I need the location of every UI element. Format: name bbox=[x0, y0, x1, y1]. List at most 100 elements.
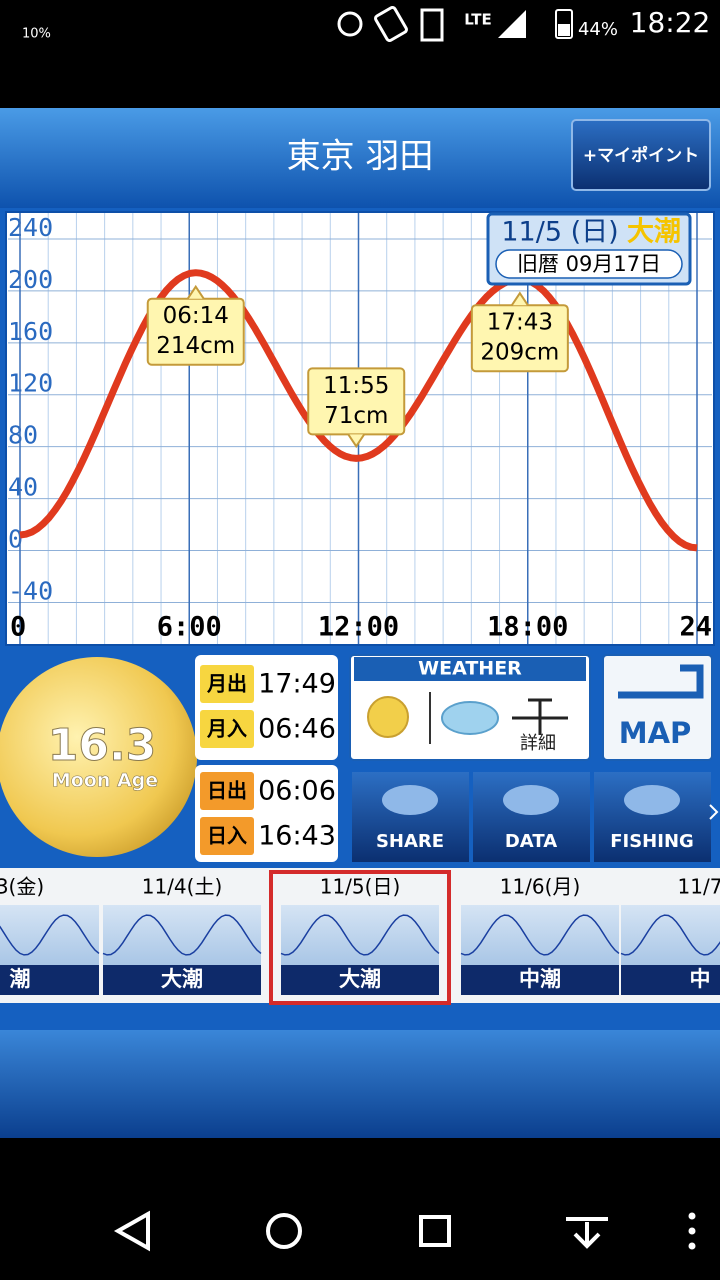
annotation-pointer bbox=[186, 284, 205, 300]
x-tick-label: 6:00 bbox=[157, 612, 222, 643]
action-label: FISHING bbox=[610, 831, 694, 852]
y-tick-label: 120 bbox=[8, 369, 53, 398]
tide-chart: -40 0 40 80 120 160 200 240 0 6:00 12:00 18:00 24 06:… bbox=[8, 213, 712, 644]
action-icon bbox=[382, 785, 438, 815]
annotation-height: 214cm bbox=[156, 333, 235, 359]
weathervane-icon bbox=[512, 698, 568, 735]
day-tide-bar bbox=[461, 965, 619, 995]
y-tick-label: 200 bbox=[8, 265, 53, 294]
network: LTE bbox=[464, 11, 492, 29]
day-date: 3(金) bbox=[0, 875, 44, 899]
status-bar bbox=[0, 0, 720, 108]
y-tick-label: -40 bbox=[8, 576, 53, 605]
cloud-icon bbox=[441, 701, 499, 735]
day-wave bbox=[102, 914, 262, 956]
back-button[interactable] bbox=[113, 1210, 150, 1252]
y-tick-label: 80 bbox=[8, 421, 38, 450]
menu-button[interactable] bbox=[688, 1212, 696, 1250]
day-tide: 大潮 bbox=[161, 967, 203, 991]
y-tick-label: 160 bbox=[8, 317, 53, 346]
day-chart[interactable] bbox=[103, 905, 261, 965]
x-tick-label: 12:00 bbox=[318, 612, 399, 643]
clock: 18:22 bbox=[630, 6, 711, 39]
annotation-height: 71cm bbox=[324, 403, 388, 429]
action-label: SHARE bbox=[376, 831, 444, 852]
battery-percent: 44% bbox=[578, 19, 618, 40]
day-tide: 大潮 bbox=[339, 967, 381, 991]
time-value: 16:43 bbox=[258, 821, 336, 852]
time-label-box bbox=[200, 710, 254, 748]
y-tick-label: 240 bbox=[8, 213, 53, 242]
x-tick-label: 24 bbox=[679, 612, 712, 643]
day-date: 11/4(土) bbox=[142, 875, 223, 899]
alarm-icon bbox=[337, 11, 363, 37]
day-date: 11/6(月) bbox=[500, 875, 581, 899]
header-title: 東京 羽田 bbox=[287, 137, 434, 177]
day-chart[interactable] bbox=[461, 905, 619, 965]
weather-detail: 詳細 bbox=[520, 733, 556, 754]
annotation-time: 11:55 bbox=[323, 373, 389, 399]
day-tide-bar bbox=[281, 965, 439, 995]
day-tide: 潮 bbox=[10, 967, 31, 991]
day-wave bbox=[460, 914, 620, 956]
day-wave bbox=[280, 914, 440, 956]
day-date: 11/7 bbox=[678, 875, 720, 899]
map-label: MAP bbox=[619, 716, 692, 750]
map-icon bbox=[618, 664, 704, 699]
day-date: 11/5(日) bbox=[320, 875, 401, 899]
time-label-box bbox=[200, 817, 254, 855]
my-point-button-label: +マイポイント bbox=[583, 145, 699, 166]
time-label: 日入 bbox=[207, 824, 247, 848]
date: 11/5 (日) bbox=[501, 217, 618, 248]
map-button[interactable] bbox=[602, 654, 713, 761]
time-value: 17:49 bbox=[258, 669, 336, 700]
day-chart[interactable] bbox=[621, 905, 720, 965]
action-icon bbox=[503, 785, 559, 815]
weather-title: WEATHER bbox=[418, 658, 522, 680]
day-wave bbox=[620, 914, 720, 956]
annotation-time: 17:43 bbox=[487, 310, 553, 336]
time-value: 06:46 bbox=[258, 714, 336, 745]
annotation-height: 209cm bbox=[480, 340, 559, 366]
weather-percent: 10% bbox=[22, 27, 51, 42]
recents-button[interactable] bbox=[419, 1215, 451, 1247]
day-chart[interactable] bbox=[281, 905, 439, 965]
moon-age: 16.3 bbox=[48, 720, 157, 771]
download-button[interactable] bbox=[566, 1217, 608, 1249]
x-tick-label: 0 bbox=[10, 612, 26, 643]
day-tide-bar bbox=[103, 965, 261, 995]
scroll-arrow bbox=[709, 804, 719, 820]
time-label-box bbox=[200, 665, 254, 703]
sun-icon bbox=[367, 696, 409, 738]
system-nav bbox=[0, 1138, 720, 1280]
selected-day bbox=[269, 870, 451, 1005]
annotation-pointer bbox=[347, 433, 366, 449]
x-tick-label: 18:00 bbox=[487, 612, 568, 643]
moon-age-label: Moon Age bbox=[52, 770, 158, 792]
time-value: 06:06 bbox=[258, 776, 336, 807]
day-tide: 中潮 bbox=[519, 967, 561, 991]
action-label: DATA bbox=[505, 831, 557, 852]
time-label: 月出 bbox=[206, 672, 247, 696]
day-tide: 中 bbox=[690, 967, 711, 991]
day-tide-bar bbox=[0, 965, 99, 995]
tide-curve bbox=[19, 269, 698, 552]
time-label-box bbox=[200, 772, 254, 810]
signal-icon bbox=[498, 10, 526, 38]
day-chart[interactable] bbox=[0, 905, 99, 965]
tide-name: 大潮 bbox=[627, 217, 681, 248]
sim-icon bbox=[420, 8, 444, 42]
bottom-nav bbox=[0, 1030, 720, 1138]
annotation-pointer bbox=[511, 291, 529, 306]
lunar-date-pill bbox=[495, 249, 683, 279]
time-label: 月入 bbox=[206, 717, 247, 741]
home-button[interactable] bbox=[266, 1213, 302, 1249]
moon-image bbox=[0, 657, 197, 857]
vibrate-icon bbox=[374, 5, 408, 43]
action-icon bbox=[624, 785, 680, 815]
annotation-time: 06:14 bbox=[163, 303, 229, 329]
y-tick-label: 40 bbox=[8, 473, 38, 502]
day-wave bbox=[0, 914, 100, 956]
my-point-button[interactable] bbox=[571, 119, 711, 191]
